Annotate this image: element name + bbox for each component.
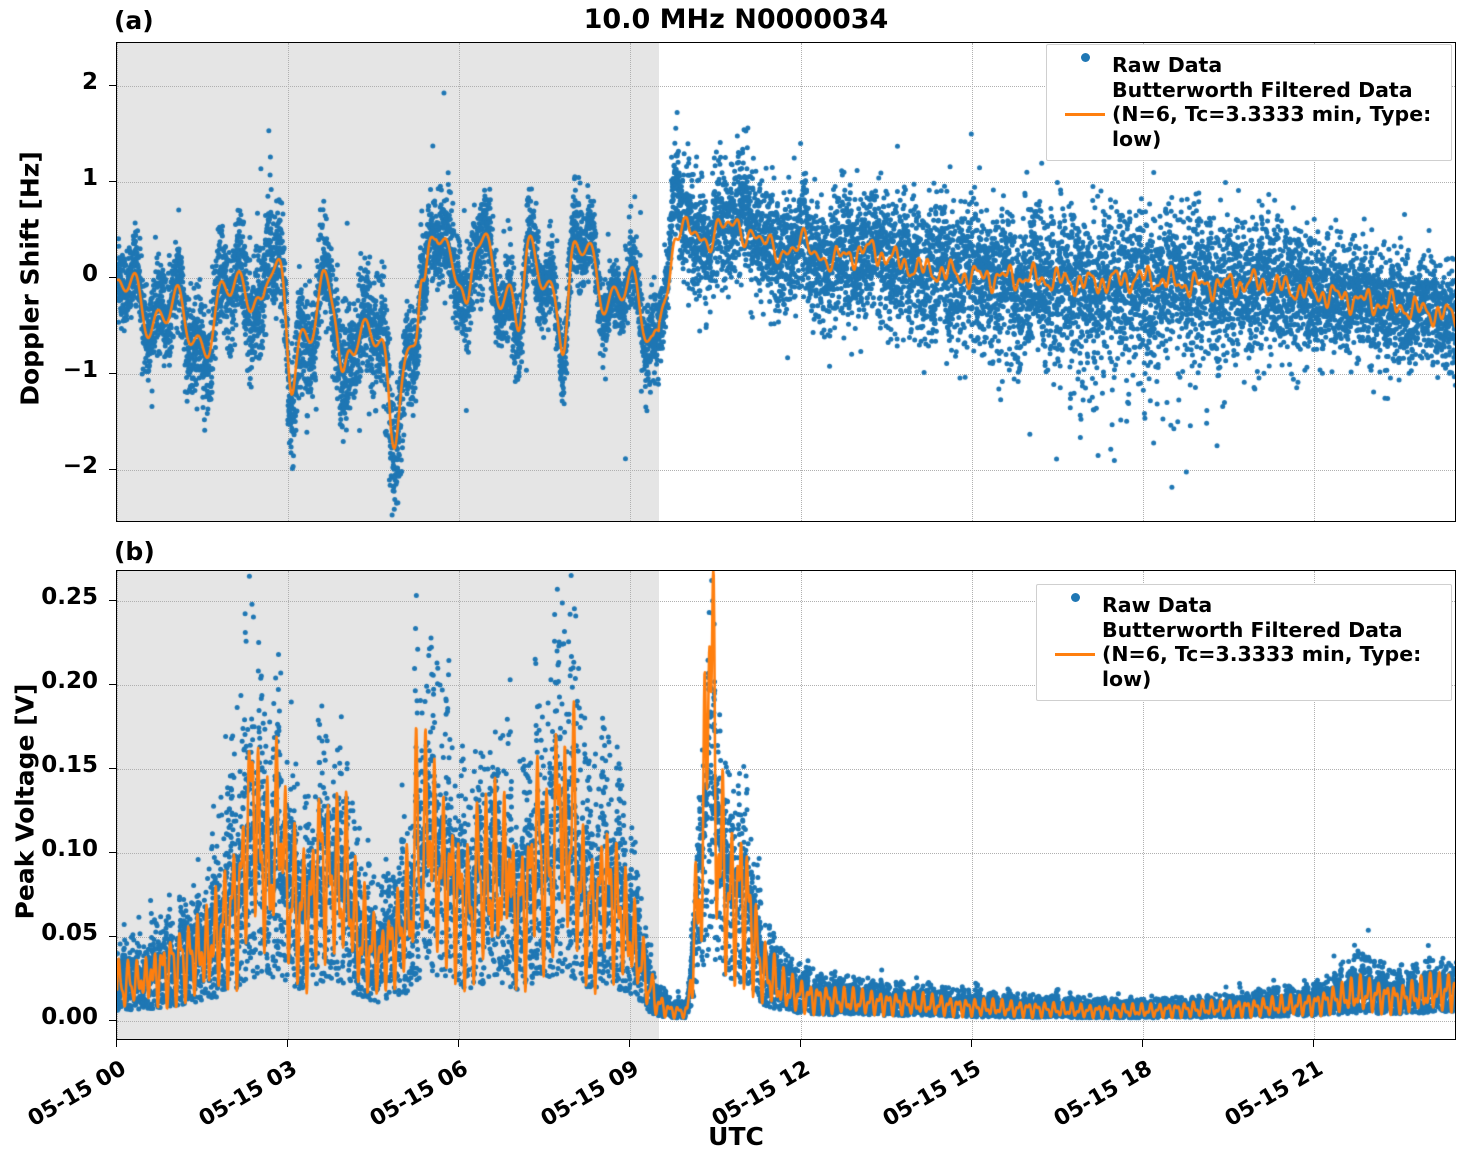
- y-tick-mark: [109, 1019, 116, 1021]
- y-tick-mark: [109, 768, 116, 770]
- y-tick-mark: [109, 852, 116, 853]
- y-tick-label: 0.15: [41, 752, 98, 779]
- y-tick-mark: [109, 469, 116, 471]
- x-tick-mark: [629, 1040, 631, 1047]
- legend-label-raw: Raw Data: [1102, 593, 1213, 617]
- legend-entry-filtered-b: Butterworth Filtered Data (N=6, Tc=3.333…: [1048, 618, 1440, 691]
- x-tick-mark: [800, 1040, 802, 1047]
- legend-label-raw: Raw Data: [1112, 53, 1223, 77]
- y-tick-mark: [109, 373, 116, 375]
- y-tick-label: −1: [62, 357, 98, 384]
- x-tick-mark: [287, 1040, 289, 1047]
- y-tick-label: 0.20: [41, 668, 98, 695]
- panel-b-y-axis-label: Peak Voltage [V]: [10, 683, 40, 920]
- y-tick-label: 2: [81, 69, 98, 96]
- y-tick-label: 0.00: [41, 1003, 98, 1030]
- y-tick-label: 0.05: [41, 919, 98, 946]
- legend-line-swatch-icon: [1058, 112, 1112, 117]
- y-tick-mark: [109, 85, 116, 87]
- x-tick-mark: [116, 1040, 117, 1047]
- legend-marker-dot-icon: [1048, 593, 1102, 602]
- y-tick-mark: [109, 600, 116, 602]
- y-tick-label: 1: [81, 165, 98, 192]
- legend-entry-raw-a: Raw Data: [1058, 53, 1440, 77]
- y-tick-mark: [109, 277, 116, 279]
- figure-title: 10.0 MHz N0000034: [583, 4, 889, 35]
- y-tick-mark: [109, 935, 116, 937]
- legend-marker-dot-icon: [1058, 53, 1112, 62]
- panel-b-tag: (b): [114, 537, 155, 566]
- legend-label-filtered: Butterworth Filtered Data (N=6, Tc=3.333…: [1112, 78, 1432, 151]
- x-tick-mark: [458, 1040, 460, 1047]
- y-tick-mark: [109, 181, 116, 183]
- x-tick-mark: [971, 1040, 973, 1047]
- y-tick-label: 0.25: [41, 584, 98, 611]
- y-tick-label: 0: [81, 261, 98, 288]
- legend-line-swatch-icon: [1048, 652, 1102, 657]
- x-axis-label: UTC: [708, 1122, 764, 1151]
- legend-label-filtered: Butterworth Filtered Data (N=6, Tc=3.333…: [1102, 618, 1422, 691]
- y-tick-mark: [109, 684, 116, 686]
- x-tick-mark: [1313, 1040, 1315, 1047]
- x-tick-mark: [1142, 1040, 1144, 1047]
- panel-a-tag: (a): [114, 6, 154, 35]
- panel-a-legend: Raw Data Butterworth Filtered Data (N=6,…: [1046, 44, 1452, 161]
- y-tick-label: 0.10: [41, 836, 98, 862]
- legend-entry-filtered-a: Butterworth Filtered Data (N=6, Tc=3.333…: [1058, 78, 1440, 151]
- y-tick-label: −2: [62, 453, 98, 480]
- legend-entry-raw-b: Raw Data: [1048, 593, 1440, 617]
- panel-b-legend: Raw Data Butterworth Filtered Data (N=6,…: [1036, 584, 1452, 701]
